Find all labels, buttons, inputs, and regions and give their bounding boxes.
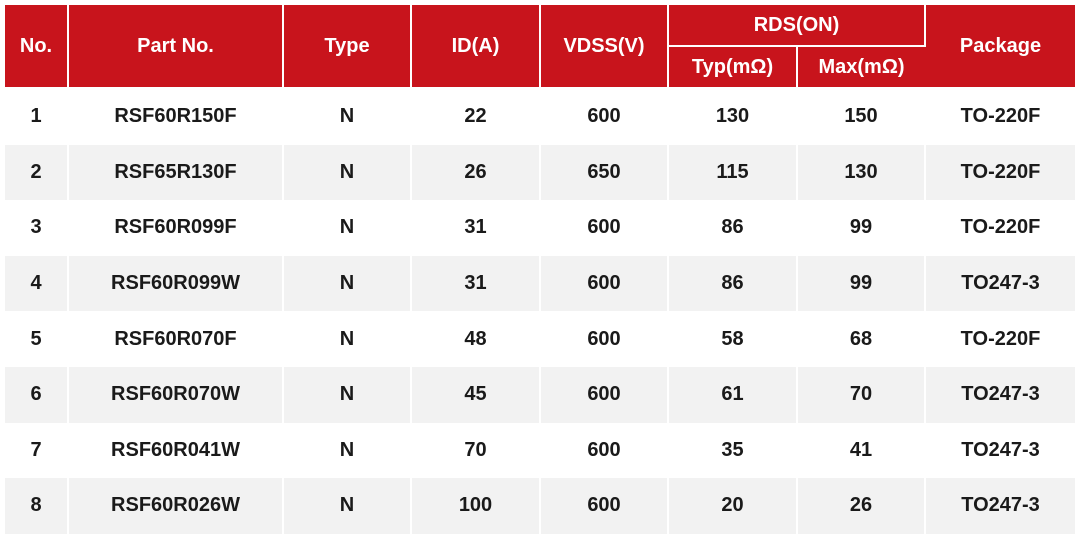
table-cell: 130 (797, 144, 927, 201)
table-cell: 6 (5, 366, 69, 423)
table-cell: N (283, 478, 412, 534)
table-cell: 600 (540, 422, 669, 479)
header-cell: VDSS(V) (540, 5, 669, 89)
table-cell: RSF60R070F (68, 311, 284, 367)
table-cell: TO-220F (925, 311, 1076, 367)
table-cell: 100 (411, 478, 541, 534)
table-cell: 86 (668, 200, 798, 256)
header-cell: Type (283, 5, 412, 89)
header-cell: Part No. (68, 5, 284, 89)
table-cell: 20 (668, 478, 798, 534)
table-cell: N (283, 88, 412, 145)
table-row: 8 RSF60R026W N 100 600 20 26 TO247-3 (5, 478, 1076, 534)
table-cell: TO247-3 (925, 255, 1076, 312)
table-cell: RSF60R026W (68, 478, 284, 534)
table-cell: 48 (411, 311, 541, 367)
table-cell: N (283, 144, 412, 201)
header-cell: No. (5, 5, 69, 89)
table-cell: 86 (668, 255, 798, 312)
header-group-cell: RDS(ON) (668, 5, 927, 47)
table-cell: 45 (411, 366, 541, 423)
table-cell: RSF60R150F (68, 88, 284, 145)
table-row: 4 RSF60R099W N 31 600 86 99 TO247-3 (5, 255, 1076, 312)
table-cell: TO247-3 (925, 478, 1076, 534)
table-row: 7 RSF60R041W N 70 600 35 41 TO247-3 (5, 422, 1076, 479)
table-cell: 600 (540, 255, 669, 312)
table-row: 1 RSF60R150F N 22 600 130 150 TO-220F (5, 88, 1076, 145)
spec-table: No. Part No. Type ID(A) VDSS(V) RDS(ON) … (5, 5, 1076, 534)
table-cell: 115 (668, 144, 798, 201)
table-cell: 35 (668, 422, 798, 479)
table-cell: N (283, 200, 412, 256)
table-header: No. Part No. Type ID(A) VDSS(V) RDS(ON) … (5, 5, 1076, 89)
table-cell: 650 (540, 144, 669, 201)
header-cell: ID(A) (411, 5, 541, 89)
table-cell: TO247-3 (925, 422, 1076, 479)
table-cell: 1 (5, 88, 69, 145)
table-cell: TO247-3 (925, 366, 1076, 423)
table-cell: TO-220F (925, 200, 1076, 256)
table-cell: 99 (797, 200, 927, 256)
table-cell: N (283, 366, 412, 423)
table-cell: N (283, 255, 412, 312)
table-cell: RSF60R070W (68, 366, 284, 423)
header-cell: Package (925, 5, 1076, 89)
table-row: 5 RSF60R070F N 48 600 58 68 TO-220F (5, 311, 1076, 367)
table-cell: 26 (797, 478, 927, 534)
header-cell: Max(mΩ) (797, 46, 926, 89)
table-cell: 58 (668, 311, 798, 367)
table-cell: 61 (668, 366, 798, 423)
header-row: Typ(mΩ) Max(mΩ) (5, 46, 1075, 89)
table-cell: 600 (540, 366, 669, 423)
table-cell: 68 (797, 311, 927, 367)
table-body: 1 RSF60R150F N 22 600 130 150 TO-220F 2 RSF65R130… (5, 88, 1076, 534)
header-row: No. Part No. Type ID(A) VDSS(V) RDS(ON) … (5, 5, 1076, 89)
table-cell: 22 (411, 88, 541, 145)
table-cell: N (283, 422, 412, 479)
table-cell: 26 (411, 144, 541, 201)
table-cell: TO-220F (925, 144, 1076, 201)
table-cell: 31 (411, 255, 541, 312)
table-cell: 600 (540, 478, 669, 534)
table-cell: 70 (411, 422, 541, 479)
table-row: 6 RSF60R070W N 45 600 61 70 TO247-3 (5, 366, 1076, 423)
table-cell: 8 (5, 478, 69, 534)
header-cell: Typ(mΩ) (668, 46, 798, 89)
table-cell: 600 (540, 200, 669, 256)
table-row: 2 RSF65R130F N 26 650 115 130 TO-220F (5, 144, 1076, 201)
table-cell: 150 (797, 88, 927, 145)
table-cell: 600 (540, 311, 669, 367)
table-cell: 3 (5, 200, 69, 256)
table-cell: 41 (797, 422, 927, 479)
table-cell: N (283, 311, 412, 367)
table-cell: 4 (5, 255, 69, 312)
table-cell: RSF60R099F (68, 200, 284, 256)
table-cell: 2 (5, 144, 69, 201)
table-cell: TO-220F (925, 88, 1076, 145)
table-cell: 70 (797, 366, 927, 423)
table-cell: RSF60R099W (68, 255, 284, 312)
table-row: 3 RSF60R099F N 31 600 86 99 TO-220F (5, 200, 1076, 256)
table-cell: 7 (5, 422, 69, 479)
table-cell: 130 (668, 88, 798, 145)
table-cell: 5 (5, 311, 69, 367)
table-cell: RSF65R130F (68, 144, 284, 201)
table-cell: 99 (797, 255, 927, 312)
table-cell: RSF60R041W (68, 422, 284, 479)
table-cell: 600 (540, 88, 669, 145)
table-cell: 31 (411, 200, 541, 256)
